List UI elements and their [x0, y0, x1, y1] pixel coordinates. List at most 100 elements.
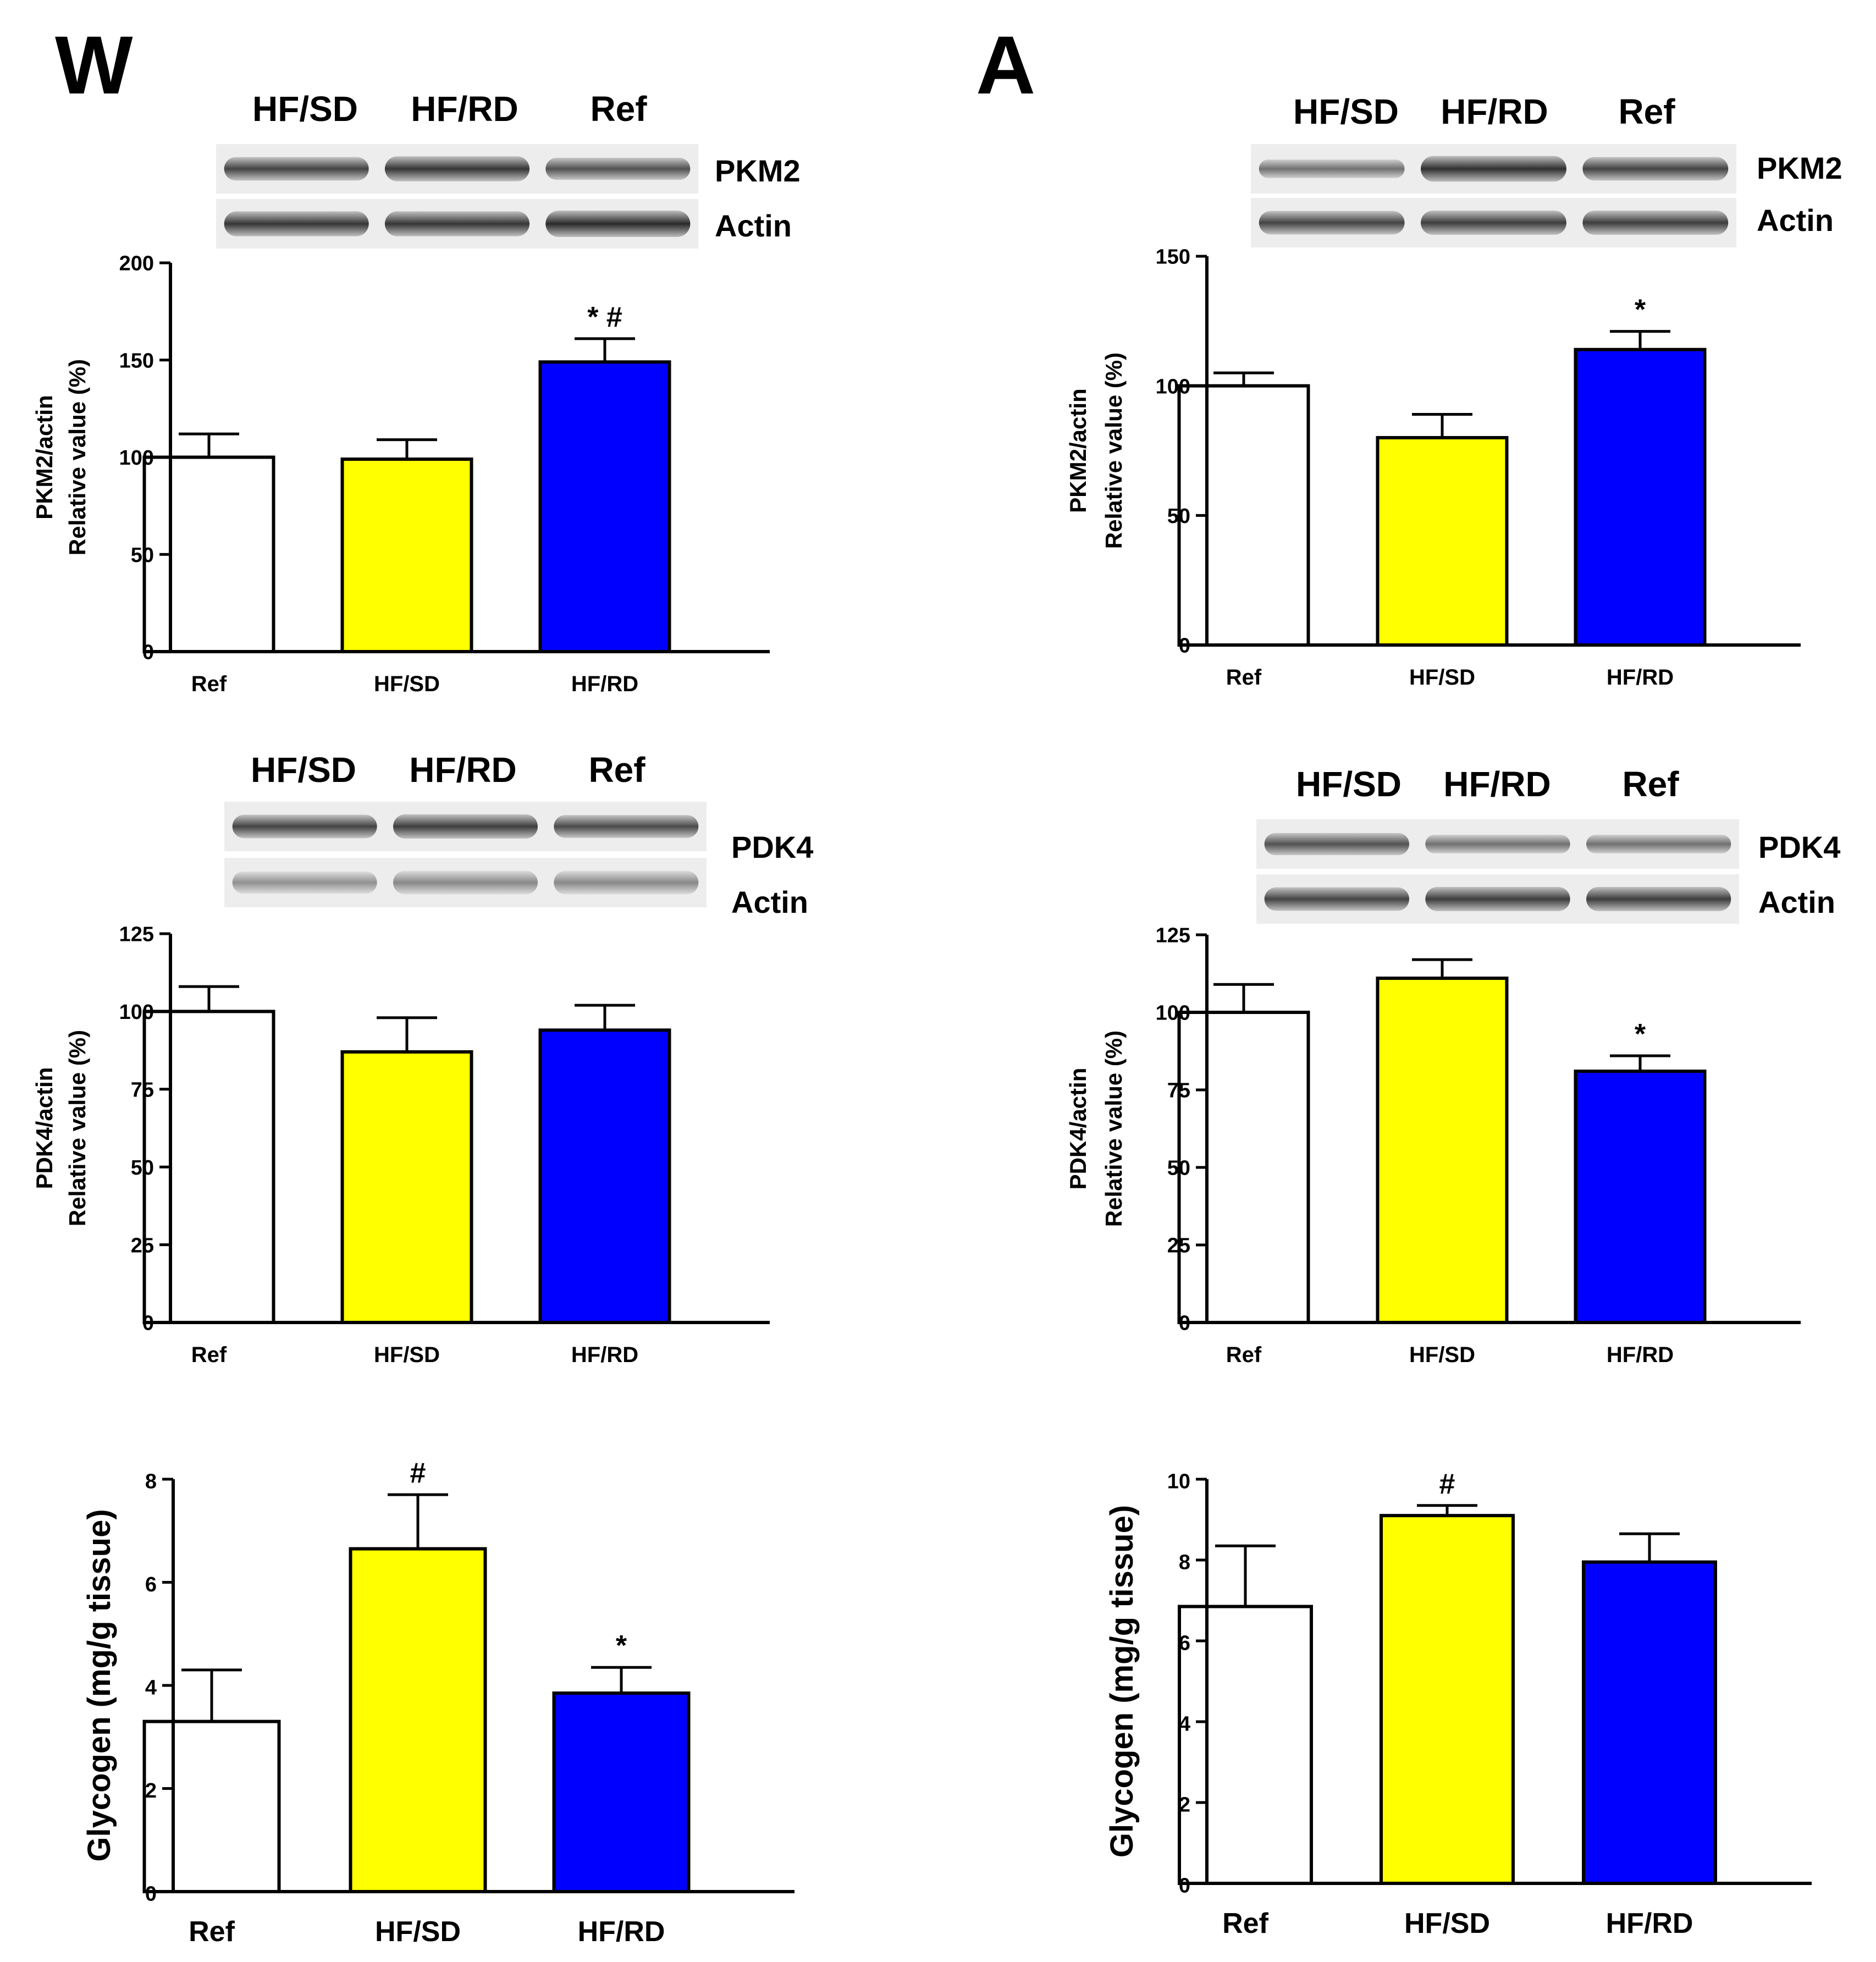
- y-axis-label: Relative value (%): [64, 1030, 90, 1226]
- blot-row-label: PDK4: [1758, 830, 1840, 864]
- y-axis-label: PKM2/actin: [31, 395, 57, 519]
- y-tick-label: 6: [145, 1573, 157, 1596]
- blot-row-label: PDK4: [731, 830, 813, 864]
- category-label: HF/SD: [1404, 1908, 1490, 1939]
- y-tick-label: 8: [145, 1470, 157, 1493]
- blot-band: [1582, 157, 1729, 181]
- category-label: Ref: [1222, 1908, 1268, 1939]
- blot-band: [232, 814, 377, 839]
- y-tick-label: 2: [1179, 1794, 1190, 1817]
- y-axis-label: PDK4/actin: [31, 1067, 57, 1189]
- y-axis-label: PKM2/actin: [1065, 388, 1091, 512]
- blot-band: [1421, 210, 1566, 235]
- y-tick-label: 10: [1167, 1470, 1190, 1493]
- blot-row-label: Actin: [731, 885, 808, 919]
- y-tick-label: 50: [131, 1156, 154, 1180]
- y-tick-label: 8: [1179, 1551, 1190, 1574]
- blot-band: [1421, 156, 1566, 182]
- bar-chart-5: Ref HF/SD * HF/RD 0 25 50 75 100 125 PDK4/actin Rel…: [1065, 924, 1801, 1367]
- blot-row-label: PKM2: [715, 153, 801, 188]
- blot-row-label: Actin: [715, 208, 792, 243]
- y-axis-label: PDK4/actin: [1065, 1068, 1091, 1190]
- category-label: HF/RD: [571, 672, 638, 696]
- blot-band: [1264, 887, 1410, 911]
- bar-chart-3: Ref # HF/SD * HF/RD 0 2 4 6 8 Glycogen (mg/g tissu…: [81, 1457, 794, 1948]
- category-label: Ref: [191, 1343, 227, 1367]
- y-tick-label: 2: [145, 1779, 157, 1803]
- blot-band: [1425, 886, 1570, 912]
- y-tick-label: 50: [1167, 505, 1190, 528]
- y-axis-label: Relative value (%): [1101, 1030, 1127, 1227]
- category-label: HF/RD: [571, 1343, 638, 1367]
- category-label: HF/SD: [1409, 665, 1475, 690]
- category-label: HF/SD: [374, 672, 440, 696]
- blot-band: [232, 871, 377, 894]
- blot-band: [554, 815, 699, 838]
- y-tick-label: 100: [1156, 1002, 1190, 1025]
- bar: [1582, 1560, 1717, 1886]
- y-tick-label: 150: [119, 349, 154, 372]
- blot-lane-label: Ref: [1622, 764, 1679, 804]
- blot-lane-label: Ref: [590, 89, 647, 129]
- bar-chart-2: Ref HF/SD HF/RD 0 25 50 75 100 125 PDK4/actin Rela…: [31, 923, 770, 1367]
- blot-lane-label: HF/RD: [411, 89, 518, 129]
- blot-band: [393, 870, 538, 895]
- blot-band: [1586, 886, 1731, 912]
- y-tick-label: 200: [119, 252, 154, 275]
- blot-band: [224, 211, 369, 236]
- y-axis-label: Relative value (%): [64, 359, 90, 555]
- blot-4: HF/SD HF/RD Ref PDK4 Actin: [1256, 764, 1840, 924]
- bar: [552, 1691, 691, 1893]
- blot-band: [1425, 835, 1570, 853]
- blot-band: [554, 870, 699, 895]
- blot-band: [384, 211, 530, 236]
- blot-band: [384, 156, 530, 181]
- blot-2: HF/SD HF/RD Ref PDK4 Actin: [224, 750, 813, 919]
- bar: [1376, 976, 1509, 1324]
- category-label: HF/SD: [375, 1916, 461, 1948]
- bar: [340, 1050, 473, 1324]
- blot-lane-label: HF/SD: [252, 89, 358, 129]
- category-label: HF/RD: [578, 1916, 665, 1948]
- bar: [142, 1719, 281, 1893]
- category-label: HF/SD: [374, 1343, 440, 1367]
- blot-band: [545, 211, 691, 237]
- y-tick-label: 0: [1179, 1875, 1190, 1898]
- bar-chart-4: Ref HF/SD * HF/RD 0 50 100 150 PKM2/actin Relativ…: [1065, 246, 1801, 690]
- blot-band: [1259, 211, 1405, 235]
- significance-mark: *: [1635, 1018, 1646, 1050]
- significance-mark: *: [1635, 294, 1646, 326]
- blot-1: HF/SD HF/RD Ref PKM2 Actin: [216, 89, 801, 249]
- blot-lane-label: HF/RD: [409, 750, 517, 790]
- y-tick-label: 100: [119, 447, 154, 470]
- y-tick-label: 125: [1156, 924, 1190, 947]
- blot-band: [224, 157, 369, 181]
- bar-charts: Ref HF/SD * # HF/RD 0 50 100 150 200 PKM2/actin Re…: [31, 246, 1812, 1948]
- y-tick-label: 75: [131, 1078, 154, 1101]
- bar: [538, 1028, 671, 1325]
- y-tick-label: 4: [1179, 1713, 1190, 1736]
- significance-mark: #: [1439, 1468, 1455, 1500]
- bar-chart-6: Ref # HF/SD HF/RD 0 2 4 6 8 10 Glycogen (mg/g tiss…: [1104, 1468, 1812, 1939]
- y-tick-label: 75: [1167, 1079, 1190, 1103]
- category-label: HF/RD: [1606, 1908, 1693, 1939]
- panel-letter-a: A: [976, 19, 1035, 111]
- y-tick-label: 125: [119, 923, 154, 946]
- blot-band: [393, 814, 538, 839]
- category-label: HF/SD: [1409, 1343, 1475, 1367]
- blot-lane-label: HF/SD: [1293, 92, 1399, 131]
- y-tick-label: 50: [131, 544, 154, 567]
- blot-lane-label: Ref: [588, 750, 645, 790]
- blot-band: [1264, 833, 1410, 856]
- blot-band: [1586, 835, 1731, 853]
- bar: [1574, 1070, 1707, 1325]
- category-label: Ref: [191, 672, 227, 696]
- bar: [1574, 348, 1707, 647]
- blot-lane-label: HF/SD: [1296, 764, 1402, 804]
- blot-row-label: PKM2: [1757, 151, 1842, 185]
- bar: [340, 458, 473, 653]
- y-tick-label: 25: [131, 1234, 154, 1257]
- significance-mark: #: [410, 1457, 426, 1489]
- y-axis-label: Glycogen (mg/g tissue): [81, 1509, 117, 1861]
